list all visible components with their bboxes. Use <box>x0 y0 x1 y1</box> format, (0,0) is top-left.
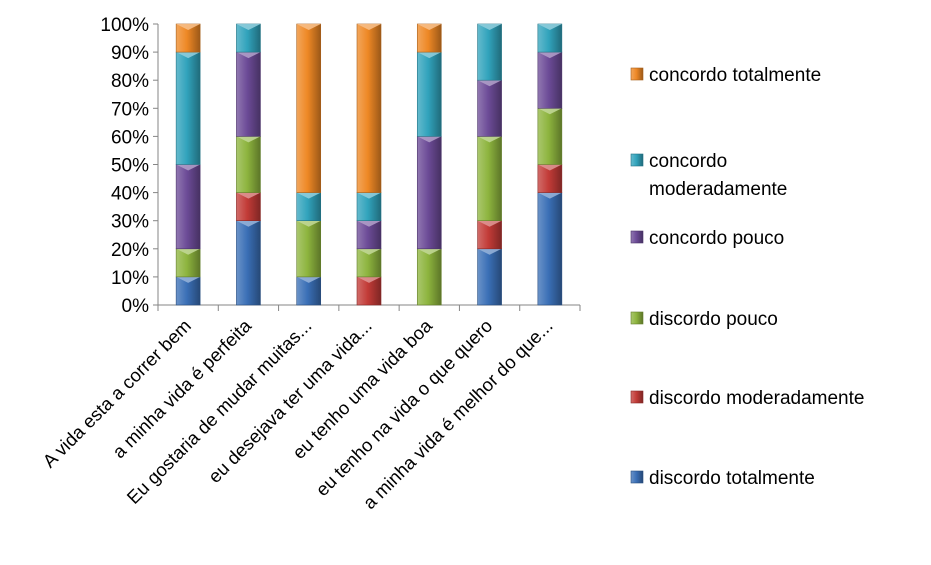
legend-label: concordo moderadamente <box>649 151 787 200</box>
bar-bevel <box>296 192 321 199</box>
bar-bevel <box>236 220 261 227</box>
bar-bevel <box>477 220 502 227</box>
bar-segment <box>416 136 442 250</box>
bar-bevel <box>537 192 562 199</box>
bar-bevel <box>176 24 201 30</box>
legend-swatch <box>630 153 644 167</box>
legend-label-line: concordo <box>649 151 727 172</box>
bar-segment <box>537 51 563 109</box>
bar-segment <box>296 220 322 278</box>
bar-bevel <box>417 136 442 143</box>
bar-segment <box>416 248 442 306</box>
bar-segment <box>175 51 201 165</box>
legend-label: discordo totalmente <box>649 468 815 489</box>
bar-bevel <box>236 136 261 143</box>
bar-bevel <box>176 164 201 171</box>
legend-label: discordo pouco <box>649 309 778 330</box>
legend-label-line: moderadamente <box>649 179 787 200</box>
legend-label: concordo totalmente <box>649 65 821 86</box>
legend-swatch <box>630 390 644 404</box>
y-tick-label: 30% <box>111 212 149 233</box>
y-tick-label: 80% <box>111 71 149 92</box>
bar-bevel <box>477 24 502 30</box>
bar-bevel <box>417 248 442 255</box>
bar-bevel <box>236 52 261 59</box>
y-tick-label: 100% <box>100 15 149 36</box>
bar-bevel <box>477 80 502 87</box>
bar-bevel <box>357 192 381 199</box>
bar-segment <box>296 23 322 193</box>
bar-bevel <box>176 248 201 255</box>
bar-bevel <box>296 276 321 283</box>
bar-bevel <box>537 164 562 171</box>
bar-segment <box>175 164 201 250</box>
y-tick-label: 90% <box>111 43 149 64</box>
y-tick-label: 60% <box>111 127 149 148</box>
bar-bevel <box>537 52 562 59</box>
bar-segment <box>537 108 563 165</box>
bar-bevel <box>417 52 442 59</box>
legend-swatch <box>630 311 644 325</box>
bar-bevel <box>357 220 381 227</box>
bar-segment <box>236 220 261 306</box>
bar-bevel <box>537 24 562 30</box>
bar-bevel <box>236 192 261 199</box>
bar-segment <box>477 23 502 81</box>
bar-segment <box>236 51 261 137</box>
legend-swatch <box>630 230 644 244</box>
bar-segment <box>356 23 382 193</box>
bar-bevel <box>357 276 381 283</box>
bar-bevel <box>417 24 442 30</box>
legend-swatch <box>630 67 644 81</box>
bar-bevel <box>176 276 201 283</box>
bar-bevel <box>296 220 321 227</box>
bar-bevel <box>357 248 381 255</box>
y-tick-label: 40% <box>111 184 149 205</box>
bar-bevel <box>236 24 261 30</box>
legend-label: discordo moderadamente <box>649 388 864 409</box>
bar-segment <box>477 136 502 221</box>
legend-label: concordo pouco <box>649 228 784 249</box>
y-tick-label: 20% <box>111 240 149 261</box>
bar-bevel <box>296 24 321 30</box>
y-tick-label: 50% <box>111 156 149 177</box>
bar-bevel <box>176 52 201 59</box>
y-tick-label: 70% <box>111 99 149 120</box>
legend-swatch <box>630 470 644 484</box>
bar-segment <box>477 79 502 137</box>
bar-segment <box>537 192 563 306</box>
bar-segment <box>236 136 261 193</box>
bar-bevel <box>477 248 502 255</box>
bar-segment <box>477 248 502 306</box>
y-tick-label: 10% <box>111 268 149 289</box>
bar-segment <box>416 51 442 137</box>
bar-bevel <box>357 24 381 30</box>
y-tick-label: 0% <box>122 296 150 317</box>
bar-bevel <box>477 136 502 143</box>
bar-bevel <box>537 108 562 115</box>
